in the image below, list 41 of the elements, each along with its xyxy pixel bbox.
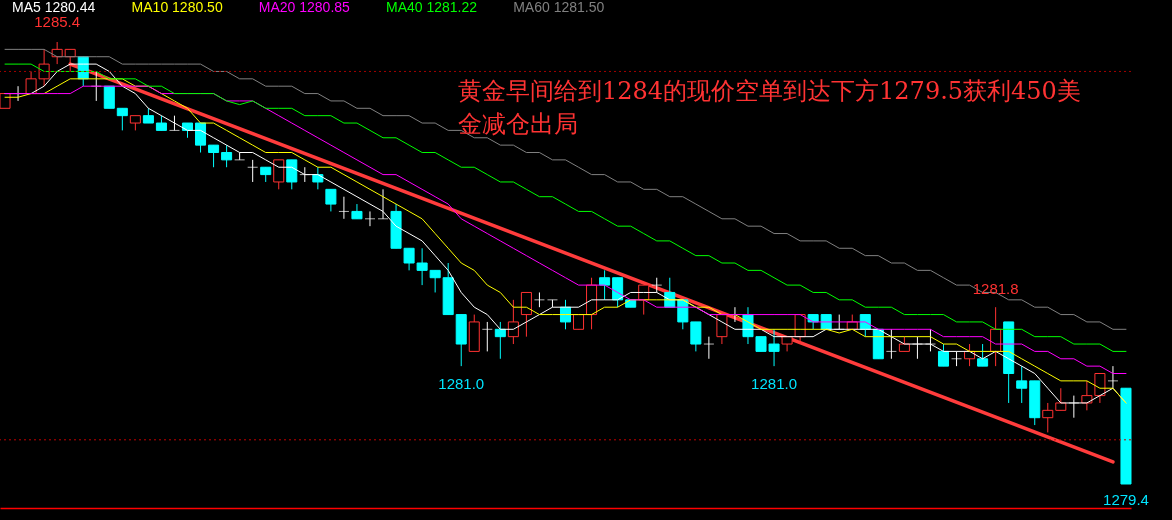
candlestick [247, 159, 258, 183]
text: MA10 1280.50 [131, 0, 223, 15]
candlestick [703, 336, 714, 360]
annotation: 1279.4 [1103, 491, 1149, 508]
candlestick [1055, 387, 1067, 411]
candlestick [599, 269, 611, 301]
candlestick [507, 299, 519, 345]
text: MA40 1281.22 [386, 0, 478, 15]
candlestick [312, 166, 324, 190]
candlestick [273, 159, 285, 190]
candlestick [716, 314, 728, 345]
candlestick [482, 321, 493, 352]
annotation: 1281.0 [438, 375, 485, 393]
candlestick [208, 144, 220, 168]
candlestick [116, 107, 128, 131]
candlestick [195, 122, 207, 153]
candlestick [1016, 365, 1028, 404]
candlestick [286, 159, 298, 190]
candlestick [221, 144, 233, 168]
candlestick [364, 210, 375, 227]
annotation: 1281.8 [972, 280, 1019, 298]
text: MA60 1281.50 [513, 0, 605, 15]
candlestick [690, 321, 702, 352]
annotation: 1285.4 [34, 13, 81, 30]
candlestick [937, 343, 950, 367]
text: MA20 1280.85 [258, 0, 351, 15]
candlestick [494, 321, 506, 360]
annotation: 黄金早间给到1284的现价空单到达下方1279.5获利450美金减仓出局 [458, 77, 1081, 138]
candlestick [1107, 365, 1118, 389]
candlestick [325, 188, 337, 212]
candlestick [520, 291, 532, 338]
candlestick [351, 203, 363, 220]
candlestick [547, 299, 558, 308]
candlestick [378, 188, 389, 220]
candlestick [534, 291, 545, 308]
candlestick [338, 196, 349, 220]
candlestick [977, 343, 989, 367]
candlestick [886, 328, 897, 360]
annotation: 1281.0 [751, 375, 797, 393]
text: MA5 1280.44 [12, 0, 96, 15]
candlestick [1042, 402, 1054, 433]
